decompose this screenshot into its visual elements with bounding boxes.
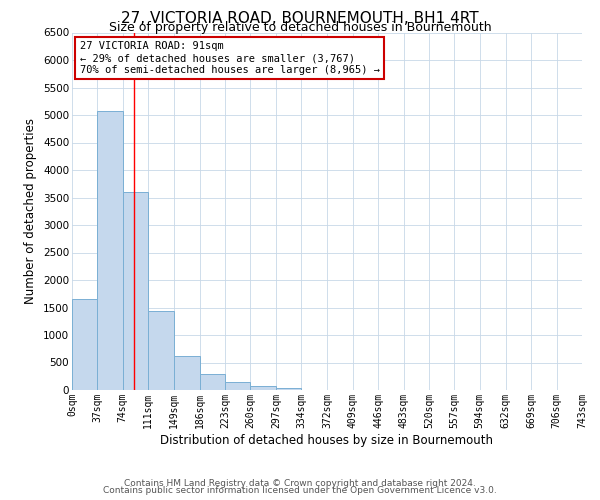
Text: Size of property relative to detached houses in Bournemouth: Size of property relative to detached ho… bbox=[109, 22, 491, 35]
Bar bbox=[123, 192, 148, 390]
Text: Contains HM Land Registry data © Crown copyright and database right 2024.: Contains HM Land Registry data © Crown c… bbox=[124, 478, 476, 488]
Text: 27 VICTORIA ROAD: 91sqm
← 29% of detached houses are smaller (3,767)
70% of semi: 27 VICTORIA ROAD: 91sqm ← 29% of detache… bbox=[80, 42, 380, 74]
Y-axis label: Number of detached properties: Number of detached properties bbox=[25, 118, 37, 304]
Bar bbox=[148, 312, 174, 390]
Bar bbox=[72, 299, 97, 390]
Text: 27, VICTORIA ROAD, BOURNEMOUTH, BH1 4RT: 27, VICTORIA ROAD, BOURNEMOUTH, BH1 4RT bbox=[121, 11, 479, 26]
Bar bbox=[200, 374, 225, 390]
Bar bbox=[276, 388, 301, 390]
Bar bbox=[250, 386, 276, 390]
Bar bbox=[225, 382, 250, 390]
Text: Contains public sector information licensed under the Open Government Licence v3: Contains public sector information licen… bbox=[103, 486, 497, 495]
Bar bbox=[174, 356, 200, 390]
Bar bbox=[97, 110, 123, 390]
X-axis label: Distribution of detached houses by size in Bournemouth: Distribution of detached houses by size … bbox=[161, 434, 493, 446]
